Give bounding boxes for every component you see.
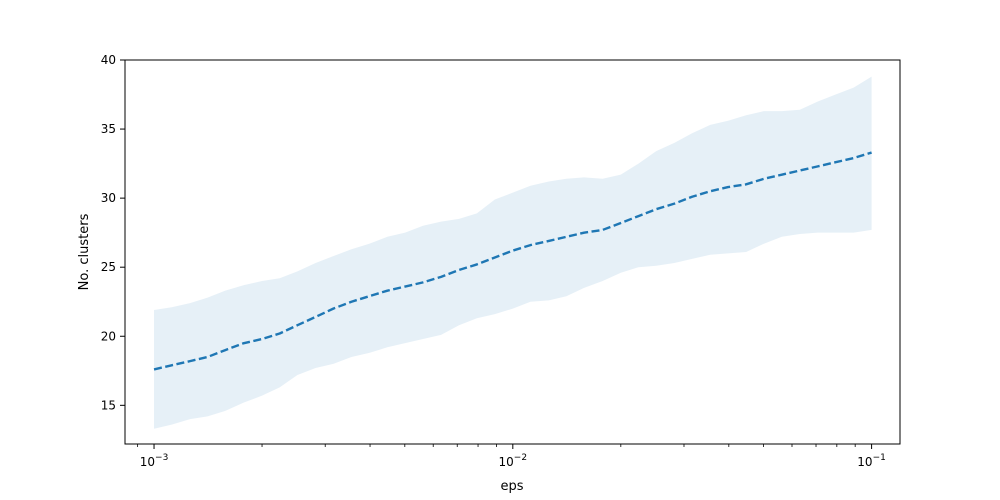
x-axis-label: eps [500,479,523,494]
y-tick-label: 25 [101,260,116,274]
mean-line [153,151,872,371]
y-tick-label: 35 [101,122,116,136]
y-tick-label: 20 [101,329,116,343]
plot-area [125,60,900,444]
x-tick-label: 10−3 [140,453,169,469]
y-tick-label: 30 [101,191,116,205]
x-axis: 10−3 10−2 10−1 [137,444,886,469]
y-tick-label: 40 [101,53,116,67]
confidence-band [154,76,872,429]
y-axis-label: No. clusters [77,213,92,290]
x-tick-label: 10−1 [857,453,886,469]
y-axis: 15 20 25 30 35 40 [101,53,125,412]
x-tick-label: 10−2 [499,453,528,469]
mean-line-layer [153,151,872,371]
y-tick-label: 15 [101,398,116,412]
confidence-band-layer [154,76,872,429]
